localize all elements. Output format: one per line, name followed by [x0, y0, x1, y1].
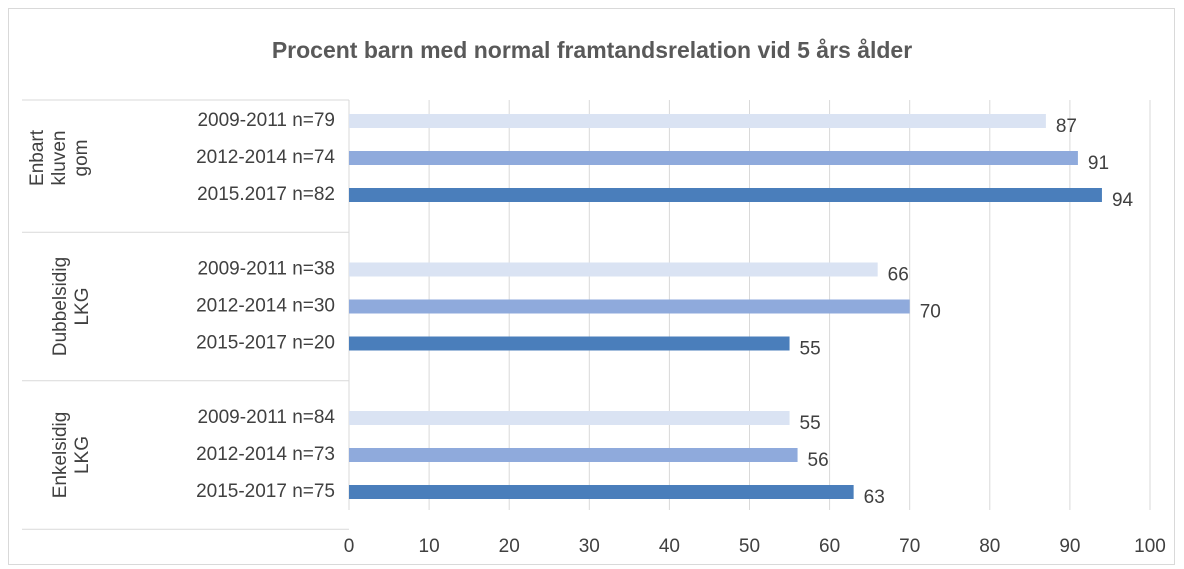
- x-tick-label: 100: [1134, 536, 1166, 557]
- y-tick-label: 2015-2017 n=75: [196, 481, 335, 502]
- bar: [349, 188, 1102, 202]
- chart-title: Procent barn med normal framtandsrelatio…: [272, 37, 912, 63]
- group-label: DubbelsidigLKG: [50, 257, 93, 356]
- value-label: 66: [888, 265, 909, 286]
- bar: [349, 485, 854, 499]
- x-tick-label: 90: [1059, 536, 1080, 557]
- bar: [349, 299, 910, 314]
- value-label: 55: [800, 413, 821, 434]
- x-tick-label: 10: [419, 536, 440, 557]
- value-label: 56: [808, 450, 829, 471]
- y-tick-label: 2012-2014 n=30: [196, 296, 335, 317]
- x-tick-label: 20: [499, 536, 520, 557]
- value-label: 91: [1088, 153, 1109, 174]
- value-label: 55: [800, 339, 821, 360]
- y-tick-label: 2012-2014 n=74: [196, 147, 335, 168]
- chart-border: [8, 8, 1175, 565]
- y-tick-label: 2015.2017 n=82: [197, 184, 335, 205]
- group-label: Enbartkluvengom: [27, 129, 92, 186]
- value-label: 87: [1056, 116, 1077, 137]
- y-tick-label: 2009-2011 n=38: [197, 259, 335, 280]
- value-label: 63: [864, 487, 885, 508]
- bar: [349, 411, 790, 425]
- bar: [349, 151, 1078, 165]
- y-tick-label: 2009-2011 n=84: [197, 407, 335, 428]
- x-tick-label: 40: [659, 536, 680, 557]
- value-label: 94: [1112, 190, 1134, 211]
- bar: [349, 336, 790, 351]
- y-tick-label: 2012-2014 n=73: [196, 444, 335, 465]
- bar: [349, 262, 878, 277]
- x-tick-label: 70: [899, 536, 920, 557]
- y-tick-label: 2009-2011 n=79: [197, 110, 335, 131]
- value-label: 70: [920, 302, 941, 323]
- x-tick-label: 30: [579, 536, 600, 557]
- x-tick-label: 80: [979, 536, 1000, 557]
- y-tick-label: 2015-2017 n=20: [196, 333, 335, 354]
- x-tick-label: 50: [739, 536, 760, 557]
- x-tick-label: 60: [819, 536, 840, 557]
- x-tick-label: 0: [344, 536, 355, 557]
- bar: [349, 448, 798, 462]
- bar: [349, 114, 1046, 128]
- group-label: EnkelsidigLKG: [50, 412, 93, 499]
